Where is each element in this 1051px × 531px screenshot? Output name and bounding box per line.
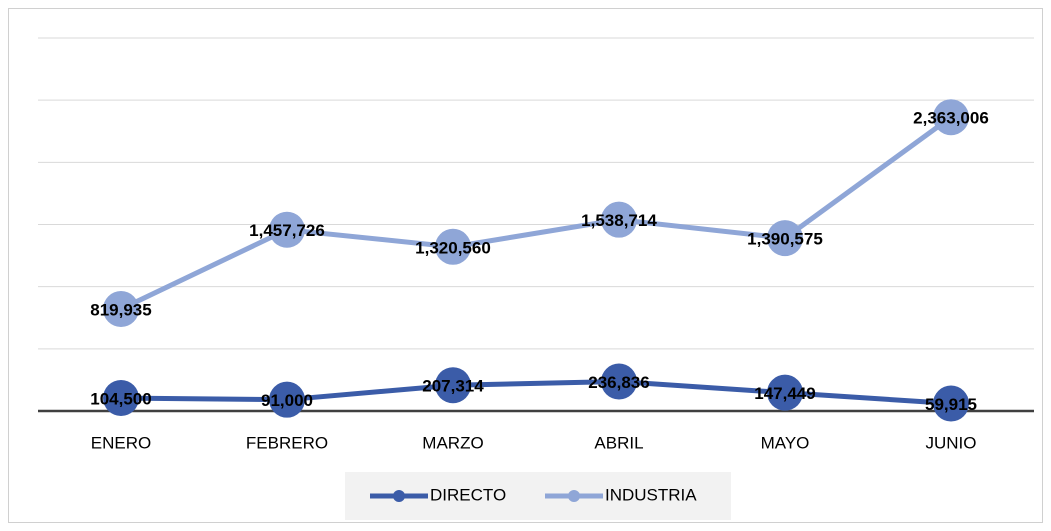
data-label: 236,836 xyxy=(588,373,649,392)
data-label: 1,538,714 xyxy=(581,211,657,230)
marker xyxy=(767,220,803,257)
data-label: 1,320,560 xyxy=(415,238,491,257)
marker xyxy=(103,291,139,328)
x-tick-label: MAYO xyxy=(761,433,810,452)
series-line xyxy=(119,115,953,312)
data-label: 819,935 xyxy=(90,301,151,320)
x-tick-label: JUNIO xyxy=(926,433,977,452)
marker xyxy=(767,374,803,411)
marker xyxy=(933,99,969,136)
marker xyxy=(933,385,969,422)
marker xyxy=(435,228,471,265)
x-tick-label: ENERO xyxy=(91,433,151,452)
marker xyxy=(435,367,471,404)
data-label: 207,314 xyxy=(422,377,484,396)
data-label: 1,457,726 xyxy=(249,221,325,240)
marker xyxy=(269,381,305,418)
legend-marker xyxy=(393,490,405,502)
data-label: 2,363,006 xyxy=(913,109,989,128)
x-tick-label: ABRIL xyxy=(594,433,643,452)
data-label: 91,000 xyxy=(261,391,313,410)
x-tick-label: MARZO xyxy=(422,433,483,452)
marker xyxy=(269,211,305,248)
chart-border xyxy=(8,8,1043,523)
data-label: 147,449 xyxy=(754,384,815,403)
data-label: 104,500 xyxy=(90,389,151,408)
legend-label: DIRECTO xyxy=(430,485,506,504)
legend-label: INDUSTRIA xyxy=(605,485,697,504)
legend-marker xyxy=(568,490,580,502)
marker xyxy=(601,363,637,400)
marker xyxy=(103,380,139,417)
series-line xyxy=(120,379,952,407)
data-label: 59,915 xyxy=(925,395,977,414)
marker xyxy=(601,201,637,238)
data-label: 1,390,575 xyxy=(747,230,823,249)
x-tick-label: FEBRERO xyxy=(246,433,328,452)
